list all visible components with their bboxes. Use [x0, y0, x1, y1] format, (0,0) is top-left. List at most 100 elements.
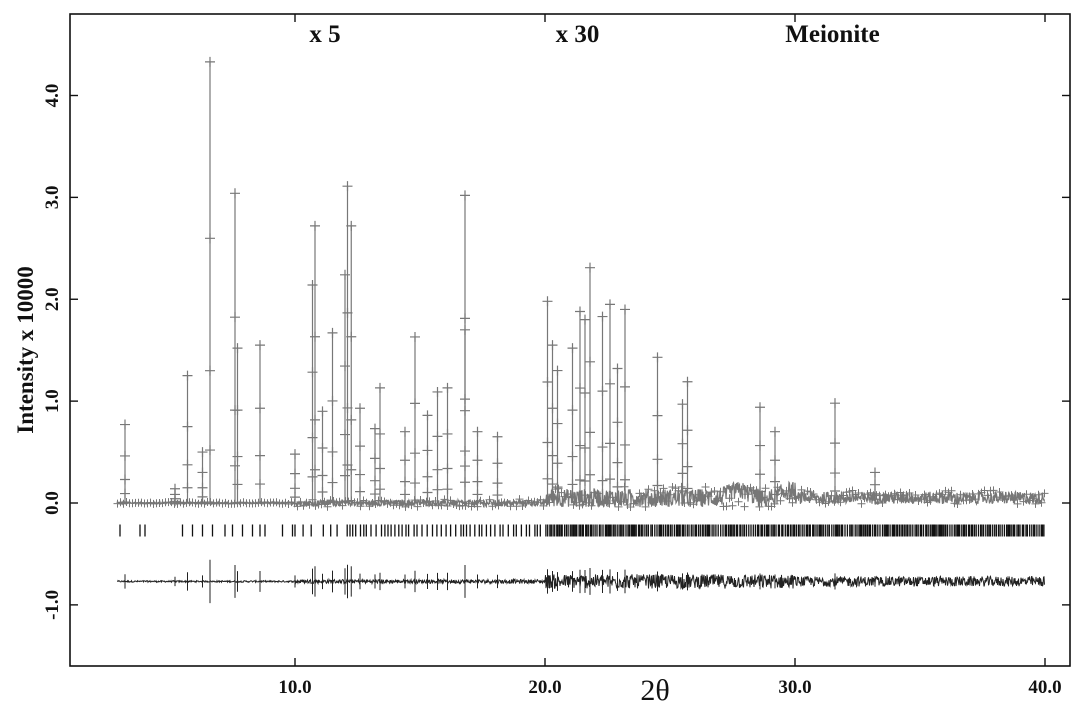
observed-markers	[113, 482, 1049, 511]
peak-marker-13-2	[340, 429, 350, 440]
peak-marker-33-3	[580, 475, 590, 486]
peak-marker-10-0	[310, 220, 320, 231]
x-tick-label-1: 20.0	[528, 677, 561, 698]
peak-marker-0-2	[120, 474, 130, 485]
peak-marker-15-2	[346, 414, 357, 425]
peak-marker-23-0	[442, 382, 453, 393]
peak-marker-5-0	[230, 188, 240, 199]
peak-marker-43-3	[770, 489, 780, 500]
peak-marker-15-3	[346, 464, 357, 475]
peak-marker-25-0	[460, 324, 470, 335]
peak-marker-13-3	[340, 470, 350, 481]
peak-marker-36-0	[605, 299, 615, 310]
peak-marker-5-1	[230, 312, 240, 323]
y-tick-label-0: -1.0	[42, 590, 63, 620]
peak-marker-20-2	[410, 448, 420, 459]
peak-marker-15-0	[346, 220, 357, 231]
peak-marker-11-1	[317, 442, 328, 453]
peak-marker-44-2	[830, 468, 840, 479]
annotations: x 5 x 30 Meionite	[309, 21, 879, 48]
x-tick-label-3: 40.0	[1028, 677, 1061, 698]
peak-marker-34-2	[585, 427, 595, 438]
peak-marker-34-3	[585, 469, 595, 480]
peak-marker-23-3	[442, 484, 453, 495]
peak-marker-27-3	[492, 490, 503, 501]
peak-marker-30-1	[552, 418, 563, 429]
peak-marker-12-3	[327, 477, 338, 488]
peak-marker-18-0	[375, 382, 385, 393]
peak-marker-23-2	[442, 463, 453, 474]
annotation-2: Meionite	[785, 21, 879, 48]
peak-marker-4-0	[205, 56, 215, 67]
peak-marker-6-2	[232, 451, 243, 462]
peak-marker-35-0	[597, 311, 608, 322]
peak-marker-12-0	[327, 327, 338, 338]
peak-marker-16-0	[355, 403, 365, 414]
peak-marker-45-3	[870, 494, 880, 505]
peak-marker-39-0	[652, 352, 663, 363]
peak-marker-30-2	[552, 458, 563, 469]
peak-marker-33-1	[580, 387, 590, 398]
peak-marker-43-2	[770, 476, 780, 487]
y-tick-label-2: 1.0	[42, 389, 63, 413]
observed-series	[113, 56, 1049, 511]
peak-marker-4-1	[205, 233, 215, 244]
peak-marker-34-1	[585, 356, 595, 367]
peak-marker-17-2	[370, 475, 380, 486]
peak-marker-31-0	[567, 343, 578, 354]
x-tick-label-2: 30.0	[778, 677, 811, 698]
peak-marker-21-2	[422, 471, 433, 482]
annotation-1: x 30	[556, 21, 600, 48]
peak-marker-7-1	[255, 403, 265, 414]
peak-marker-17-0	[370, 423, 380, 434]
axis-ticks	[70, 14, 1070, 666]
peak-marker-7-0	[255, 340, 265, 351]
peak-marker-26-2	[472, 476, 483, 487]
peak-marker-2-0	[182, 370, 193, 381]
peak-marker-39-2	[652, 454, 663, 465]
peak-marker-45-1	[870, 479, 880, 490]
peak-marker-26-1	[472, 455, 483, 466]
peak-marker-40-2	[677, 468, 688, 479]
reflection-ticks	[119, 524, 1045, 537]
peak-marker-16-3	[355, 486, 365, 497]
peak-marker-22-2	[432, 464, 443, 475]
peak-marker-4-3	[205, 445, 215, 456]
peak-marker-22-0	[432, 386, 443, 397]
peak-marker-15-1	[346, 331, 357, 342]
peak-marker-39-3	[652, 480, 663, 491]
peak-marker-2-2	[182, 459, 193, 470]
peak-marker-31-1	[567, 405, 578, 416]
x-axis-label: 2θ	[640, 674, 669, 707]
peak-marker-6-3	[232, 479, 243, 490]
peak-marker-18-2	[375, 463, 385, 474]
peak-marker-0-3	[120, 488, 130, 499]
peak-marker-2-1	[182, 421, 193, 432]
peak-marker-19-1	[400, 455, 410, 466]
peak-marker-10-2	[310, 414, 320, 425]
peak-marker-42-2	[755, 469, 765, 480]
peak-marker-43-1	[770, 455, 780, 466]
peak-marker-41-2	[682, 461, 693, 472]
peak-marker-20-1	[410, 398, 420, 409]
peak-marker-22-1	[432, 431, 443, 442]
peak-marker-11-0	[317, 406, 328, 417]
peak-marker-18-1	[375, 428, 385, 439]
peak-marker-41-1	[682, 425, 693, 436]
peak-marker-32-1	[575, 383, 585, 394]
peak-marker-2-3	[182, 482, 193, 493]
peak-marker-14-0	[342, 181, 353, 192]
plot-frame	[69, 13, 1071, 667]
peak-marker-10-1	[310, 331, 320, 342]
peak-marker-29-1	[547, 403, 558, 414]
peak-marker-9-1	[307, 367, 318, 378]
peak-marker-36-3	[605, 474, 615, 485]
peak-marker-33-2	[580, 442, 590, 453]
peak-marker-0-0	[120, 419, 130, 430]
peak-marker-27-0	[492, 431, 503, 442]
peak-marker-40-1	[677, 438, 688, 449]
peak-marker-38-2	[620, 439, 630, 450]
peak-marker-8-0	[290, 449, 300, 460]
peak-marker-30-3	[552, 482, 563, 493]
